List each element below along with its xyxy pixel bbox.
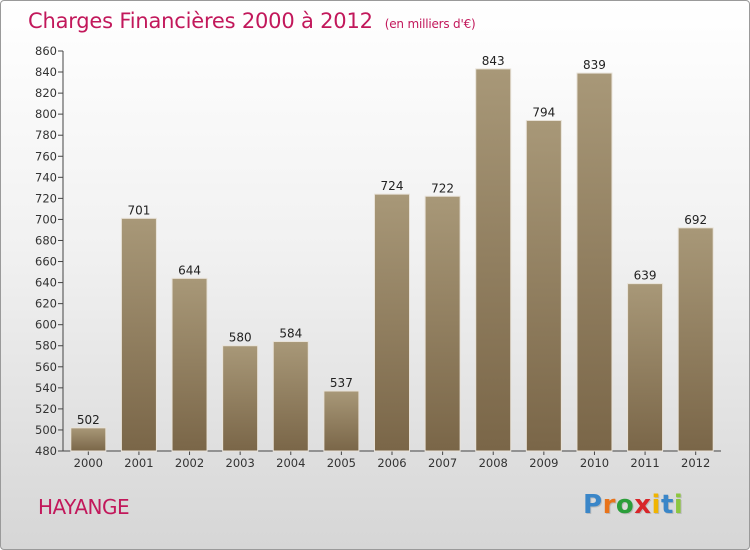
x-tick-label: 2004 — [276, 456, 305, 470]
y-tick-label: 800 — [35, 107, 57, 121]
city-name: HAYANGE — [38, 495, 129, 519]
y-tick-label: 860 — [35, 44, 57, 58]
y-tick-label: 720 — [35, 191, 57, 205]
proxiti-logo[interactable]: Proxiti — [583, 490, 683, 520]
x-tick-label: 2000 — [74, 456, 103, 470]
logo-letter: o — [616, 490, 634, 520]
data-label: 502 — [77, 413, 100, 427]
bar — [526, 120, 561, 451]
logo-letter: t — [661, 490, 674, 520]
y-tick-label: 500 — [35, 423, 57, 437]
logo-letter: P — [583, 490, 603, 520]
data-label: 794 — [532, 105, 555, 119]
data-label: 692 — [684, 213, 707, 227]
logo-letter: i — [674, 490, 683, 520]
data-label: 584 — [279, 327, 302, 341]
logo-letter: x — [634, 490, 651, 520]
x-tick-label: 2003 — [226, 456, 255, 470]
y-tick-label: 620 — [35, 297, 57, 311]
y-axis: 480 500 520 540 560 580 600 620 640 660 680 700 720 7… — [35, 44, 63, 458]
x-tick-label: 2006 — [377, 456, 406, 470]
y-tick-label: 480 — [35, 444, 57, 458]
data-label: 537 — [330, 376, 353, 390]
bar — [577, 73, 612, 451]
bar — [273, 342, 308, 451]
y-tick-label: 580 — [35, 339, 57, 353]
y-tick-label: 700 — [35, 212, 57, 226]
x-tick-label: 2001 — [124, 456, 153, 470]
bar — [121, 218, 156, 451]
y-tick-label: 840 — [35, 65, 57, 79]
y-tick-label: 740 — [35, 170, 57, 184]
bar — [71, 428, 106, 451]
bar — [628, 284, 663, 451]
data-label: 701 — [127, 203, 150, 217]
data-label: 724 — [381, 179, 404, 193]
y-tick-label: 520 — [35, 402, 57, 416]
logo-letter: r — [603, 490, 616, 520]
x-tick-label: 2002 — [175, 456, 204, 470]
y-tick-label: 560 — [35, 360, 57, 374]
data-label: 843 — [482, 54, 505, 68]
x-tick-label: 2012 — [681, 456, 710, 470]
data-label: 839 — [583, 58, 606, 72]
logo-letter: i — [652, 490, 661, 520]
bar — [375, 194, 410, 451]
x-tick-label: 2011 — [630, 456, 659, 470]
bar — [425, 196, 460, 451]
y-tick-label: 600 — [35, 318, 57, 332]
x-tick-label: 2008 — [479, 456, 508, 470]
x-tick-label: 2005 — [327, 456, 356, 470]
y-tick-label: 680 — [35, 233, 57, 247]
bar — [223, 346, 258, 451]
data-label: 580 — [229, 331, 252, 345]
y-tick-label: 540 — [35, 381, 57, 395]
bars — [71, 69, 713, 451]
bar — [172, 278, 207, 451]
data-label: 644 — [178, 263, 201, 277]
data-label: 639 — [634, 269, 657, 283]
y-tick-label: 760 — [35, 149, 57, 163]
y-tick-label: 660 — [35, 255, 57, 269]
x-tick-label: 2007 — [428, 456, 457, 470]
x-tick-label: 2010 — [580, 456, 609, 470]
bar — [476, 69, 511, 451]
y-tick-label: 820 — [35, 86, 57, 100]
bar — [324, 391, 359, 451]
x-axis: 2000 2001 2002 2003 2004 2005 2006 2007 2008 2009… — [63, 451, 721, 470]
x-tick-label: 2009 — [529, 456, 558, 470]
y-tick-label: 640 — [35, 276, 57, 290]
data-label: 722 — [431, 181, 454, 195]
bar — [678, 228, 713, 451]
y-tick-label: 780 — [35, 128, 57, 142]
